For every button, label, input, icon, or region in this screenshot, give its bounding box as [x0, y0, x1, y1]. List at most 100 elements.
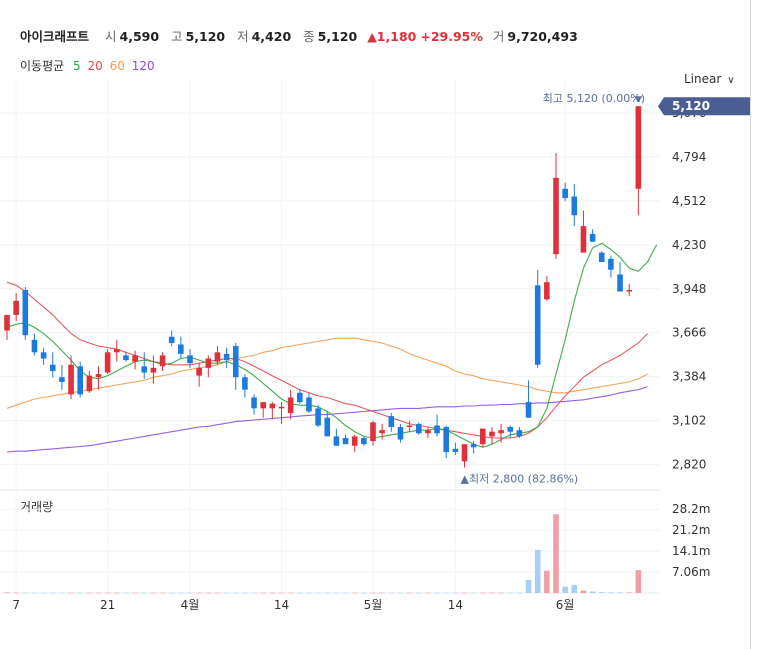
candle-body — [104, 352, 111, 373]
candle-body — [68, 364, 74, 395]
candle-body — [251, 397, 257, 409]
volume-bar — [461, 592, 468, 594]
volume-bar — [489, 592, 495, 594]
volume-bar — [86, 592, 93, 594]
candle-body — [77, 366, 83, 395]
volume-bar — [534, 549, 541, 593]
candle-body — [150, 367, 157, 373]
ma-legend-120[interactable]: 120 — [131, 59, 155, 73]
volume-bar — [104, 592, 111, 594]
candle-body — [278, 406, 285, 409]
candle-body — [324, 417, 331, 437]
volume-bar — [608, 592, 614, 594]
volume-tick-label: 21.2m — [672, 523, 710, 537]
volume-bar — [379, 592, 385, 594]
volume-bar — [580, 590, 587, 593]
price-tick-label: 4,230 — [672, 238, 706, 252]
current-price-badge — [658, 97, 750, 116]
ma-legend-5[interactable]: 5 — [73, 59, 81, 73]
candle-body — [425, 430, 431, 434]
volume-bar — [132, 592, 138, 594]
volume-value: 9,720,493 — [507, 29, 578, 44]
candle-body — [306, 397, 312, 412]
open-value: 4,590 — [119, 29, 160, 44]
low-label: 저 — [237, 29, 249, 44]
volume-bar — [598, 592, 605, 593]
x-tick-label: 7 — [12, 598, 20, 612]
volume-bar — [178, 592, 184, 594]
candle-body — [159, 355, 166, 367]
candle-body — [470, 444, 477, 448]
candle-body — [178, 344, 184, 354]
volume-bar — [553, 514, 559, 593]
volume-bar — [95, 592, 102, 594]
x-tick-label: 14 — [274, 598, 289, 612]
candle-body — [598, 252, 605, 262]
high-value: 5,120 — [185, 29, 226, 44]
volume-bar — [589, 591, 596, 593]
volume-bar — [571, 584, 578, 593]
x-tick-label: 21 — [100, 598, 115, 612]
candle-body — [525, 402, 532, 418]
stock-header: 아이크래프트 시 4,590 고 5,120 저 4,420 종 5,120 ▲1,18… — [20, 26, 584, 45]
x-tick-label: 5월 — [364, 598, 383, 612]
volume-tick-label: 7.06m — [672, 565, 710, 579]
candle-body — [608, 258, 614, 270]
candle-body — [452, 448, 459, 452]
current-price-label: 5,120 — [672, 99, 710, 113]
candle-body — [132, 355, 138, 362]
volume-label: 거 — [492, 29, 505, 44]
candle-body — [315, 408, 321, 426]
volume-bar — [635, 570, 642, 593]
volume-bar — [315, 592, 321, 594]
candle-body — [544, 282, 550, 300]
candle-body — [516, 430, 523, 437]
volume-bar — [159, 592, 166, 594]
volume-bar — [452, 592, 459, 594]
volume-bar — [324, 592, 331, 594]
volume-bar — [425, 592, 431, 594]
candle-body — [260, 402, 266, 409]
candle-body — [461, 444, 468, 462]
candle-body — [480, 428, 486, 445]
scale-dropdown[interactable]: Linear ∨ — [684, 72, 735, 86]
volume-bar — [617, 592, 623, 594]
volume-bar — [251, 592, 257, 594]
volume-bar — [168, 592, 175, 594]
price-tick-label: 3,384 — [672, 370, 706, 384]
volume-bar — [342, 592, 349, 594]
candle-body — [370, 422, 376, 442]
candle-body — [553, 177, 559, 255]
volume-bar — [544, 570, 550, 593]
candle-body — [287, 397, 294, 414]
open-label: 시 — [105, 29, 117, 44]
close-value: 5,120 — [317, 29, 358, 44]
volume-bar — [278, 592, 285, 594]
chevron-down-icon: ∨ — [727, 75, 735, 86]
volume-bar — [13, 592, 19, 594]
volume-bar — [232, 592, 239, 594]
candle-body — [168, 336, 175, 343]
candle-body — [214, 352, 221, 362]
volume-bar — [187, 592, 193, 594]
candle-body — [196, 367, 202, 376]
candle-body — [562, 188, 568, 199]
volume-bar — [297, 592, 303, 594]
volume-bar — [114, 592, 120, 594]
min-price-annotation: ▲최저 2,800 (82.86%) — [461, 473, 579, 486]
volume-bar — [242, 592, 248, 594]
ma-legend-20[interactable]: 20 — [87, 59, 103, 73]
volume-bar — [22, 592, 29, 594]
candle-body — [13, 300, 19, 315]
ma60-line — [6, 337, 648, 409]
candle-body — [40, 352, 47, 359]
candle-body — [415, 423, 422, 434]
volume-bar — [480, 592, 486, 594]
candle-body — [397, 427, 404, 440]
volume-bar — [214, 592, 221, 594]
candle-body — [443, 427, 449, 452]
price-tick-label: 4,794 — [672, 150, 706, 164]
candle-body — [187, 355, 193, 364]
ma-legend-60[interactable]: 60 — [109, 59, 125, 73]
